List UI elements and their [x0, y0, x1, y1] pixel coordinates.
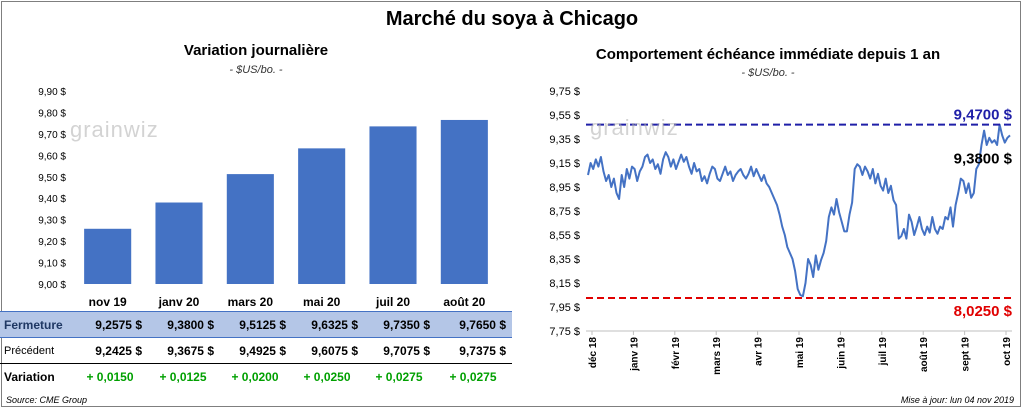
bar — [440, 119, 488, 284]
bar — [155, 202, 203, 284]
bar-chart: 9,00 $ 9,10 $ 9,20 $ 9,30 $ 9,40 $ 9,50 $ 9,60… — [38, 87, 488, 309]
row-label: Variation — [0, 363, 74, 389]
x-tick-label: août 20 — [443, 295, 485, 309]
table-row-fermeture: Fermeture 9,2575 $ 9,3800 $ 9,5125 $ 9,6… — [0, 311, 512, 338]
x-tick-label: mai 20 — [303, 295, 341, 309]
price-table: Fermeture 9,2575 $ 9,3800 $ 9,5125 $ 9,6… — [0, 311, 512, 389]
table-cell: 9,7350 $ — [364, 311, 436, 338]
y-tick-label: 9,50 $ — [38, 173, 66, 184]
table-row-precedent: Précédent 9,2425 $ 9,3675 $ 9,4925 $ 9,6… — [0, 338, 512, 364]
y-tick-label: 9,70 $ — [38, 130, 66, 141]
table-cell: 9,5125 $ — [220, 311, 292, 338]
row-label: Précédent — [4, 344, 55, 357]
table-row-variation: Variation + 0,0150 + 0,0125 + 0,0200 + 0… — [0, 363, 512, 389]
left-chart-title: Variation journalière — [183, 42, 329, 59]
table-cell: 9,7375 $ — [459, 343, 506, 358]
bar — [298, 148, 346, 284]
y-tick-label: 9,60 $ — [38, 151, 66, 162]
x-tick-label: janv 19 — [629, 337, 640, 372]
table-cell: 9,6075 $ — [311, 343, 358, 358]
x-tick-label: avr 19 — [754, 337, 765, 366]
x-tick-label: mai 19 — [795, 337, 806, 369]
x-tick-label: août 19 — [919, 337, 930, 372]
last-value-label: 9,3800 $ — [954, 150, 1013, 167]
y-tick-label: 9,30 $ — [38, 216, 66, 227]
y-tick-label: 8,15 $ — [549, 278, 580, 290]
y-tick-label: 9,55 $ — [549, 110, 580, 122]
source-note: Source: CME Group — [6, 395, 88, 405]
y-tick-label: 9,90 $ — [38, 87, 66, 98]
y-tick-label: 7,75 $ — [549, 326, 580, 338]
table-cell: 9,2575 $ — [74, 311, 148, 338]
y-tick-label: 9,35 $ — [549, 134, 580, 146]
x-tick-label: juin 19 — [836, 337, 847, 370]
table-cell: + 0,0250 — [292, 363, 364, 389]
bar — [84, 228, 132, 284]
y-tick-label: 8,55 $ — [549, 230, 580, 242]
min-label: 8,0250 $ — [954, 303, 1013, 320]
table-cell: 9,4925 $ — [239, 343, 286, 358]
table-cell: + 0,0200 — [220, 363, 292, 389]
y-tick-label: 9,10 $ — [38, 259, 66, 270]
series-line — [587, 123, 1011, 298]
table-cell: 9,7650 $ — [436, 311, 512, 338]
y-tick-label: 9,75 $ — [549, 86, 580, 98]
y-tick-label: 8,35 $ — [549, 254, 580, 266]
x-tick-label: janv 20 — [158, 295, 200, 309]
page-title: Marché du soya à Chicago — [385, 8, 639, 30]
row-label: Fermeture — [0, 311, 74, 338]
table-cell: 9,3675 $ — [167, 343, 214, 358]
y-tick-label: 7,95 $ — [549, 302, 580, 314]
bar — [369, 126, 417, 284]
y-tick-label: 8,95 $ — [549, 182, 580, 194]
watermark-logo-left: grainwiz — [70, 117, 159, 142]
left-chart-unit: - $US/bo. - — [229, 64, 283, 76]
x-tick-label: oct 19 — [1002, 337, 1013, 366]
y-tick-label: 8,75 $ — [549, 206, 580, 218]
y-tick-label: 9,00 $ — [38, 280, 66, 291]
x-tick-label: mars 19 — [712, 337, 723, 375]
table-cell: 9,6325 $ — [292, 311, 364, 338]
table-cell: 9,7075 $ — [383, 343, 430, 358]
x-tick-label: févr 19 — [671, 337, 682, 370]
x-tick-label: juil 19 — [878, 337, 889, 367]
x-tick-label: juil 20 — [375, 295, 410, 309]
y-tick-label: 9,40 $ — [38, 194, 66, 205]
x-tick-label: nov 19 — [89, 295, 127, 309]
table-cell: + 0,0150 — [74, 363, 148, 389]
table-cell: 9,2425 $ — [95, 343, 142, 358]
line-chart: 7,75 $ 7,95 $ 8,15 $ 8,35 $ 8,55 $ 8,75 $ 8,95… — [549, 86, 1013, 375]
x-tick-label: sept 19 — [961, 337, 972, 372]
y-tick-label: 9,15 $ — [549, 158, 580, 170]
table-cell: + 0,0275 — [364, 363, 436, 389]
right-chart-title: Comportement échéance immédiate depuis 1… — [595, 46, 941, 63]
y-tick-label: 9,80 $ — [38, 108, 66, 119]
max-label: 9,4700 $ — [954, 107, 1013, 124]
watermark-logo-right: grainwiz — [590, 115, 679, 140]
table-cell: + 0,0125 — [148, 363, 220, 389]
bar — [226, 174, 274, 284]
right-chart-unit: - $US/bo. - — [741, 67, 795, 79]
y-tick-label: 9,20 $ — [38, 237, 66, 248]
x-tick-label: mars 20 — [228, 295, 274, 309]
update-note: Mise à jour: lun 04 nov 2019 — [900, 395, 1014, 405]
table-cell: + 0,0275 — [436, 363, 512, 389]
x-tick-label: déc 18 — [588, 337, 599, 369]
table-cell: 9,3800 $ — [148, 311, 220, 338]
